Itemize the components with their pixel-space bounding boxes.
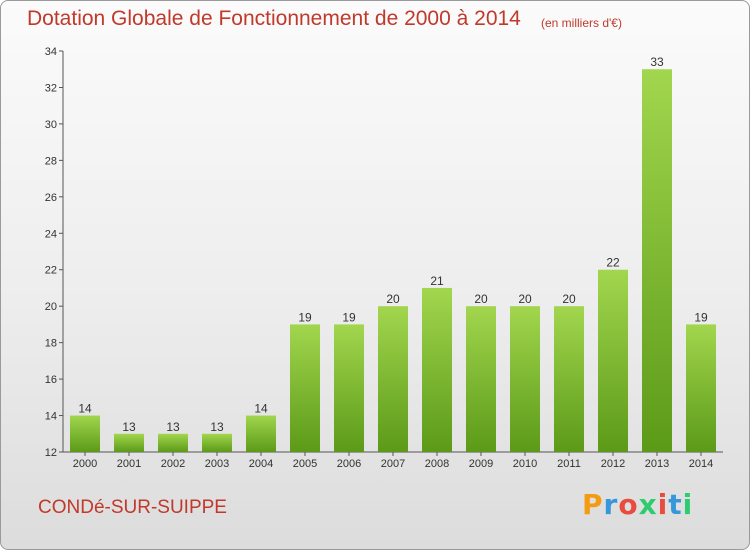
chart-unit: (en milliers d'€) — [541, 16, 622, 30]
y-tick-label: 16 — [45, 374, 57, 386]
bar — [246, 415, 276, 452]
bar — [510, 306, 540, 452]
y-tick-label: 14 — [45, 411, 57, 423]
proxiti-logo[interactable]: Proxiti — [582, 488, 693, 521]
y-tick-label: 12 — [45, 447, 57, 459]
x-tick-label: 2000 — [73, 458, 97, 470]
bar-value-label: 19 — [342, 310, 356, 324]
bar-value-label: 19 — [298, 310, 312, 324]
bar-value-label: 13 — [210, 420, 224, 434]
bar-value-label: 20 — [386, 292, 400, 306]
bar — [290, 324, 320, 452]
x-tick-label: 2011 — [557, 458, 581, 470]
bar — [70, 415, 100, 452]
x-tick-label: 2014 — [689, 458, 713, 470]
bar — [334, 324, 364, 452]
bar — [114, 433, 144, 452]
y-tick-label: 22 — [45, 265, 57, 277]
bar-value-label: 20 — [562, 292, 576, 306]
bar — [158, 433, 188, 452]
logo-letter: i — [657, 488, 669, 521]
x-tick-label: 2013 — [645, 458, 669, 470]
y-tick-label: 20 — [45, 301, 57, 313]
x-tick-label: 2002 — [161, 458, 185, 470]
bar-value-label: 33 — [650, 55, 664, 69]
y-tick-label: 34 — [45, 46, 57, 58]
y-tick-label: 26 — [45, 192, 57, 204]
bar-value-label: 20 — [474, 292, 488, 306]
bar — [202, 433, 232, 452]
x-tick-label: 2001 — [117, 458, 141, 470]
logo-letter: P — [582, 488, 604, 521]
chart-title: Dotation Globale de Fonctionnement de 20… — [27, 7, 521, 30]
bar-value-label: 22 — [606, 256, 620, 270]
y-tick-label: 30 — [45, 119, 57, 131]
x-tick-label: 2009 — [469, 458, 493, 470]
bar-value-label: 20 — [518, 292, 532, 306]
x-tick-label: 2005 — [293, 458, 317, 470]
logo-letter: i — [682, 488, 694, 521]
y-tick-label: 18 — [45, 338, 57, 350]
logo-letter: x — [638, 488, 658, 521]
x-tick-label: 2004 — [249, 458, 273, 470]
bar-value-label: 14 — [78, 402, 92, 416]
bar-value-label: 21 — [430, 274, 444, 288]
x-tick-label: 2008 — [425, 458, 449, 470]
x-tick-label: 2006 — [337, 458, 361, 470]
x-tick-label: 2010 — [513, 458, 537, 470]
x-tick-label: 2003 — [205, 458, 229, 470]
city-name: CONDé-SUR-SUIPPE — [38, 497, 227, 518]
x-tick-label: 2007 — [381, 458, 405, 470]
bar — [598, 269, 628, 452]
logo-letter: t — [668, 488, 683, 521]
y-tick-label: 28 — [45, 155, 57, 167]
y-tick-label: 24 — [45, 228, 57, 240]
bar-value-label: 13 — [166, 420, 180, 434]
logo-letter: r — [603, 488, 619, 521]
bar-value-label: 19 — [694, 310, 708, 324]
bar — [642, 69, 672, 453]
bar — [686, 324, 716, 452]
x-tick-label: 2012 — [601, 458, 625, 470]
bar — [554, 306, 584, 452]
bar-value-label: 13 — [122, 420, 136, 434]
logo-letter: o — [618, 488, 639, 521]
bar-value-label: 14 — [254, 402, 268, 416]
bar — [378, 306, 408, 452]
bar — [422, 287, 452, 452]
bar — [466, 306, 496, 452]
y-tick-label: 32 — [45, 82, 57, 94]
